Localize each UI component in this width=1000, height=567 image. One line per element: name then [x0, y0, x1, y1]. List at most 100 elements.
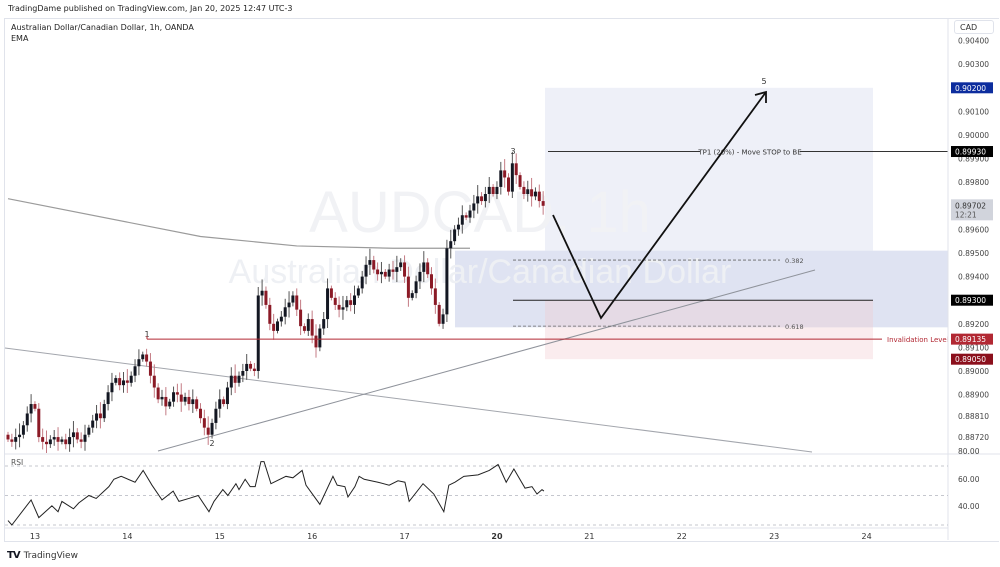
candle-body: [541, 201, 545, 206]
candle-body: [410, 293, 414, 298]
candle-body: [287, 302, 291, 308]
candle-body: [206, 427, 210, 435]
candle-body: [25, 413, 29, 426]
candle-body: [245, 363, 249, 371]
candle-body: [91, 420, 95, 428]
candle-body: [368, 260, 372, 265]
candle-body: [45, 441, 48, 445]
tradingview-footer: TV TradingView: [7, 550, 78, 561]
candle-body: [445, 248, 449, 315]
candle-body: [133, 366, 137, 376]
candle-body: [95, 413, 99, 421]
candle-body: [395, 267, 399, 272]
price-axis-label: 0.89900: [958, 155, 989, 164]
candle-body: [526, 189, 530, 194]
candle-body: [183, 396, 187, 402]
candle-body: [483, 194, 487, 202]
candle-body: [98, 413, 102, 419]
candle-body: [141, 354, 145, 360]
wave-label-5: 5: [761, 77, 766, 86]
candle-body: [295, 295, 299, 310]
currency-button[interactable]: CAD: [954, 20, 994, 34]
candle-body: [333, 297, 337, 305]
candle-body: [326, 288, 330, 320]
candle-body: [430, 274, 433, 289]
candle-body: [460, 215, 464, 225]
time-axis-label: 24: [862, 532, 872, 541]
candle-body: [6, 434, 10, 440]
time-axis-label: 13: [30, 532, 40, 541]
price-axis-label: 0.89400: [958, 273, 989, 282]
time-axis-label: 22: [677, 532, 687, 541]
target-price-badge-bg: [951, 82, 993, 94]
price-axis-label: 0.89200: [958, 320, 989, 329]
stop-zone: [545, 300, 873, 360]
price-axis-label: 0.90400: [958, 37, 989, 46]
candle-body: [379, 271, 383, 275]
price-axis-label: 0.89800: [958, 178, 989, 187]
symbol-legend[interactable]: Australian Dollar/Canadian Dollar, 1h, O…: [11, 23, 194, 32]
wave-label-3: 3: [510, 147, 515, 156]
candle-body: [476, 196, 480, 204]
candle-body: [279, 316, 283, 322]
candle-body: [426, 262, 430, 275]
candle-body: [491, 186, 495, 194]
candle-body: [406, 276, 410, 298]
candle-body: [433, 288, 437, 305]
candle-body: [145, 354, 149, 362]
wave-label-1: 1: [144, 330, 149, 339]
candle-body: [283, 307, 287, 317]
candle-body: [129, 375, 133, 383]
candle-body: [237, 375, 241, 383]
time-axis-label: 17: [400, 532, 410, 541]
rsi-axis-label: 40.00: [958, 502, 980, 511]
candle-body: [168, 401, 172, 407]
publish-info: TradingDame published on TradingView.com…: [8, 4, 293, 13]
watermark-name: Australian Dollar/Canadian Dollar: [229, 253, 732, 291]
candle-body: [83, 434, 87, 442]
entry-price-badge: 0.89300: [955, 296, 986, 305]
candle-body: [229, 375, 233, 388]
candle-body: [345, 300, 349, 308]
candle-body: [114, 378, 118, 383]
time-axis-label: 14: [122, 532, 132, 541]
candle-body: [437, 304, 441, 324]
candle-body: [222, 399, 226, 405]
ema-line: [7, 198, 470, 249]
rsi-line: [7, 461, 545, 526]
time-axis-label: 21: [584, 532, 594, 541]
rsi-axis-label: 60.00: [958, 475, 980, 484]
candle-body: [403, 262, 407, 277]
time-axis-label: 16: [307, 532, 317, 541]
candle-body: [310, 319, 314, 336]
candle-body: [191, 399, 195, 405]
candle-body: [376, 269, 380, 275]
invalidation-price-badge: 0.89135: [955, 335, 986, 344]
candle-body: [110, 382, 114, 393]
candle-body: [56, 437, 60, 442]
candle-body: [71, 432, 75, 438]
price-axis-label: 0.90000: [958, 131, 989, 140]
candle-body: [252, 368, 256, 371]
candle-body: [399, 262, 403, 268]
candle-body: [64, 439, 68, 445]
candle-body: [314, 335, 318, 348]
tradingview-logo-icon: TV: [7, 550, 21, 561]
candle-body: [137, 359, 141, 367]
candle-body: [341, 307, 345, 310]
price-axis-label: 0.88720: [958, 433, 989, 442]
candle-body: [75, 432, 79, 440]
fib-382-label: 0.382: [785, 257, 804, 265]
candle-body: [172, 392, 176, 402]
candle-body: [276, 321, 279, 331]
indicator-legend-ema[interactable]: EMA: [11, 34, 29, 43]
target-price-badge: 0.90200: [955, 84, 986, 93]
candle-body: [21, 425, 25, 435]
candle-body: [360, 276, 364, 289]
candle-body: [33, 404, 37, 409]
candle-body: [60, 439, 64, 442]
candle-body: [464, 215, 468, 218]
candle-body: [202, 418, 206, 428]
candle-body: [422, 262, 426, 272]
